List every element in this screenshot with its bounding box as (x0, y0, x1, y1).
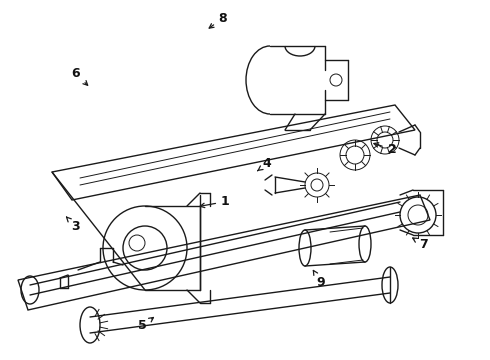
Text: 6: 6 (72, 67, 88, 85)
Text: 5: 5 (138, 318, 153, 332)
Text: 3: 3 (67, 217, 80, 233)
Text: 8: 8 (209, 12, 227, 28)
Text: 1: 1 (200, 195, 230, 208)
Text: 4: 4 (258, 157, 271, 171)
Text: 7: 7 (413, 238, 428, 251)
Text: 9: 9 (313, 270, 325, 289)
Text: 2: 2 (374, 143, 396, 156)
